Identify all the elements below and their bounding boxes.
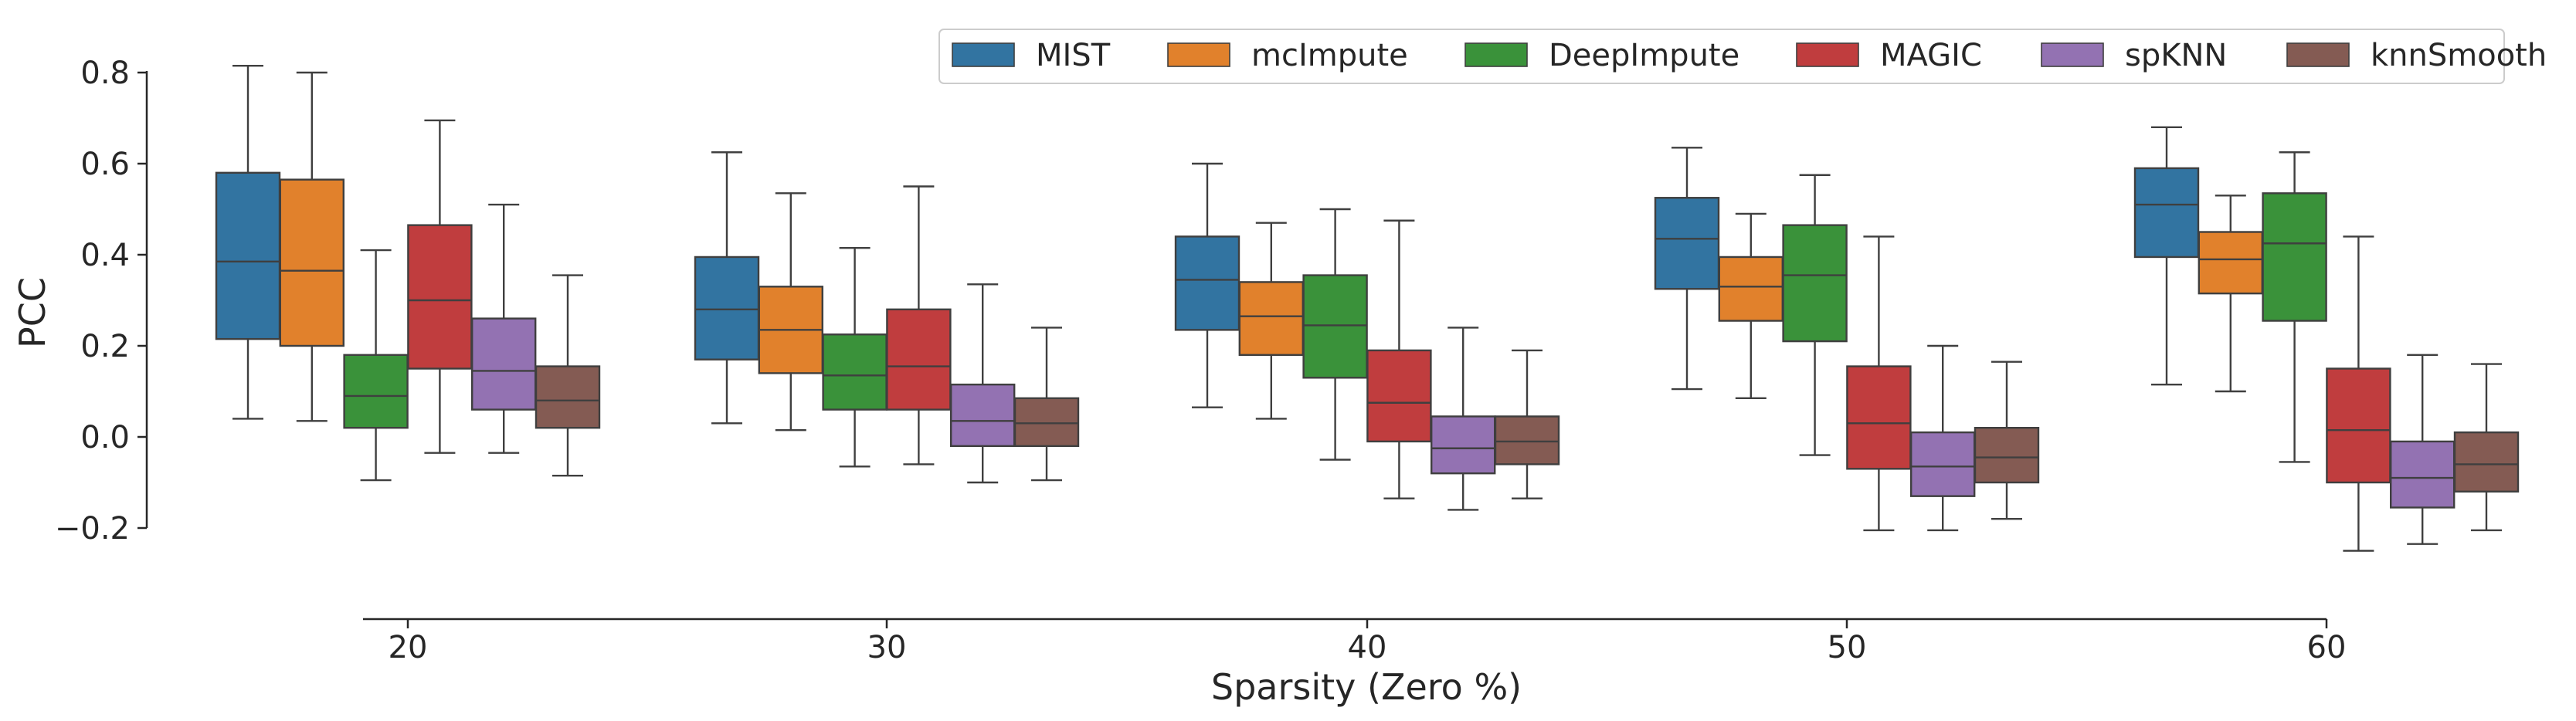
box-mcImpute-60 [2198,195,2264,393]
legend-frame [938,29,2505,84]
iqr-box [2262,192,2327,322]
iqr-box [1718,256,1784,322]
iqr-box [2453,431,2520,493]
box-MAGIC-30 [886,185,952,465]
box-plot-area [215,64,2520,552]
box-mcImpute-40 [1238,222,1305,420]
box-mcImpute-50 [1718,212,1784,400]
iqr-box [694,256,760,360]
box-MAGIC-50 [1846,235,1912,532]
box-MAGIC-40 [1366,219,1432,499]
x-tick-label: 60 [2307,630,2347,665]
x-tick-label: 40 [1348,630,1387,665]
iqr-box [2326,367,2391,484]
iqr-box [2133,167,2200,259]
box-MAGIC-60 [2326,235,2391,552]
box-MAGIC-20 [407,119,473,454]
x-tick-label: 30 [867,630,907,665]
box-mcImpute-20 [279,71,344,422]
y-tick-label: 0.0 [80,420,130,455]
iqr-box [2389,440,2456,509]
box-MIST-20 [215,64,281,420]
iqr-box [1654,197,1720,290]
legend-swatch [1796,42,1859,67]
y-ticks: −0.2 0.0 0.2 0.4 0.6 0.8 [55,56,147,547]
box-DeepImpute-20 [343,249,409,482]
legend-label: MAGIC [1880,38,1982,73]
box-spKNN-60 [2389,354,2456,545]
legend-swatch [2041,42,2104,67]
iqr-box [1494,415,1560,465]
y-axis-title: PCC [12,277,53,348]
iqr-box [535,365,601,429]
box-spKNN-30 [949,283,1016,484]
legend-item-MIST[interactable]: MIST [952,38,1111,73]
box-knnSmooth-40 [1494,349,1560,499]
iqr-box [822,333,888,411]
box-DeepImpute-50 [1782,174,1848,456]
legend-swatch [1167,42,1230,67]
box-knnSmooth-20 [535,274,601,477]
box-DeepImpute-40 [1302,208,1368,461]
box-MIST-50 [1654,147,1720,391]
iqr-box [343,354,409,429]
y-tick-label: 0.8 [80,56,130,91]
legend-item-knnSmooth[interactable]: knnSmooth [2286,38,2547,73]
y-tick-label: 0.4 [80,238,130,273]
legend-item-mcImpute[interactable]: mcImpute [1167,38,1408,73]
iqr-box [1430,415,1496,475]
iqr-box [1174,235,1240,331]
iqr-box [471,317,537,411]
legend-label: MIST [1036,38,1111,73]
box-spKNN-40 [1430,327,1496,511]
box-spKNN-20 [471,203,537,454]
x-tick-label: 20 [389,630,428,665]
iqr-box [279,178,344,347]
legend-label: DeepImpute [1549,38,1739,73]
iqr-box [1782,224,1848,343]
iqr-box [1366,349,1432,443]
iqr-box [407,224,473,370]
box-knnSmooth-30 [1013,327,1080,482]
legend-items: MIST mcImpute DeepImpute MAGIC spKNN knnSmoot… [952,38,2547,73]
iqr-box [1238,281,1305,356]
legend-item-MAGIC[interactable]: MAGIC [1796,38,1982,73]
box-knnSmooth-60 [2453,363,2520,532]
iqr-box [1909,431,1976,497]
axes: −0.2 0.0 0.2 0.4 0.6 0.8 20 30 40 50 60 Sparsity … [12,56,2346,708]
box-DeepImpute-30 [822,246,888,468]
box-MIST-60 [2133,126,2200,386]
legend-swatch [952,42,1015,67]
legend-label: spKNN [2125,38,2227,73]
box-knnSmooth-50 [1974,360,2040,520]
legend-swatch [2286,42,2350,67]
x-ticks: 20 30 40 50 60 [389,619,2347,665]
box-MIST-30 [694,151,760,425]
legend-item-DeepImpute[interactable]: DeepImpute [1464,38,1739,73]
iqr-box [2198,231,2264,295]
box-mcImpute-30 [758,192,823,432]
iqr-box [949,383,1016,447]
legend-swatch [1464,42,1528,67]
legend-label: knnSmooth [2371,38,2547,73]
legend[interactable]: MIST mcImpute DeepImpute MAGIC spKNN knnSmoot… [938,29,2547,84]
y-tick-label: −0.2 [55,511,130,547]
box-spKNN-50 [1909,344,1976,532]
iqr-box [1974,427,2040,484]
iqr-box [215,171,281,340]
x-tick-label: 50 [1828,630,1867,665]
y-tick-label: 0.6 [80,147,130,182]
legend-label: mcImpute [1251,38,1408,73]
box-DeepImpute-60 [2262,151,2327,463]
legend-item-spKNN[interactable]: spKNN [2041,38,2227,73]
iqr-box [1302,274,1368,379]
y-tick-label: 0.2 [80,329,130,364]
x-axis-title: Sparsity (Zero %) [1211,666,1522,708]
iqr-box [886,308,952,411]
iqr-box [1846,365,1912,470]
box-MIST-40 [1174,162,1240,408]
iqr-box [1013,397,1080,447]
